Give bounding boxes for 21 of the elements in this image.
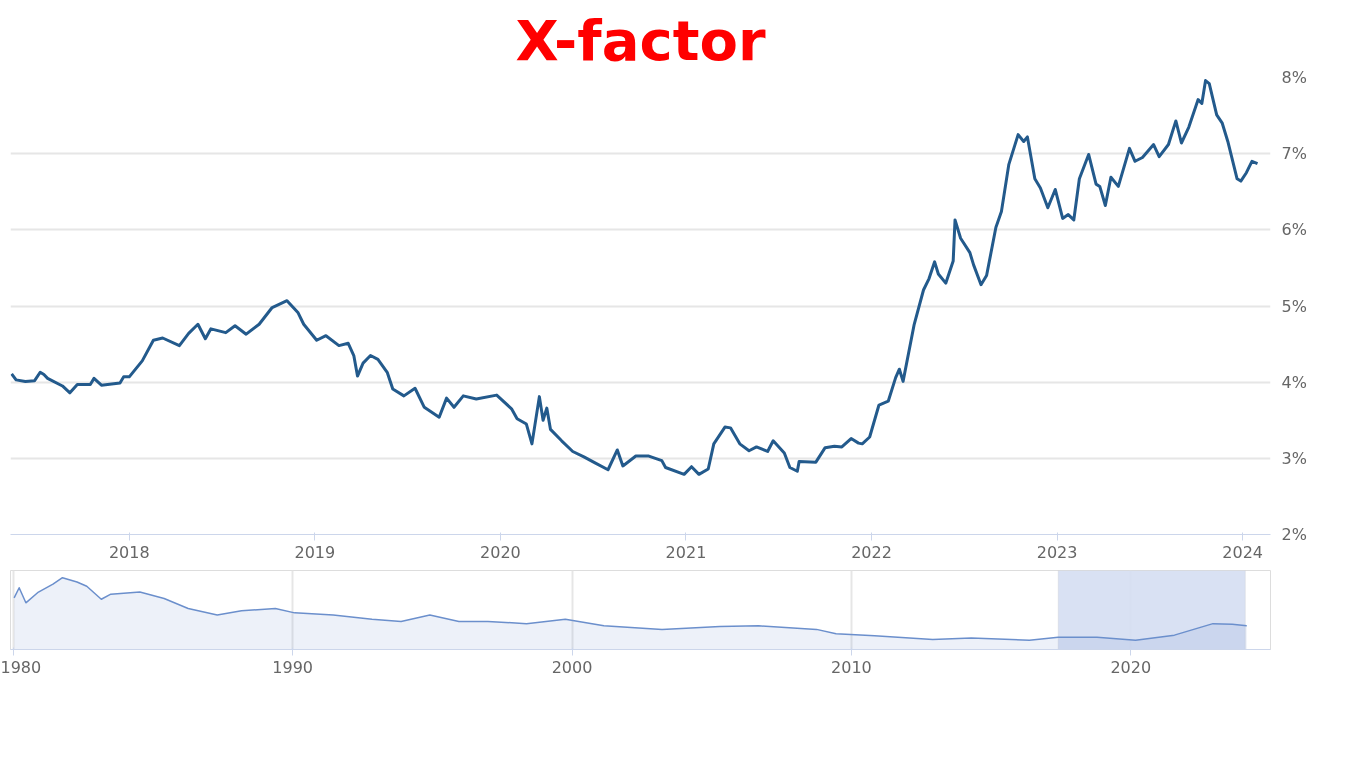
x-tick-label: 2000 [551,657,593,677]
x-tick-label: 1980 [0,657,42,677]
x-tick-label: 2022 [851,542,892,562]
line-series [10,79,1260,476]
x-tick-label: 2010 [831,657,872,677]
x-tick-label: 2020 [480,542,521,562]
x-tick-label: 1990 [272,657,314,677]
y-tick-label: 8% [1281,68,1307,87]
x-tick-label: 2020 [1110,657,1152,677]
x-tick-label: 2021 [665,542,707,562]
y-tick-label: 5% [1281,296,1307,316]
x-tick-label: 2018 [108,542,150,562]
y-tick-label: 3% [1281,448,1307,468]
y-tick-label: 7% [1281,144,1307,164]
chart-title: X-factor [515,7,766,73]
x-tick-label: 2019 [294,542,336,562]
y-tick-label: 6% [1281,220,1307,240]
y-tick-label: 2% [1281,525,1307,544]
y-tick-label: 4% [1281,372,1307,392]
x-tick-label: 2023 [1036,542,1078,562]
x-tick-label: 2024 [1222,542,1264,562]
